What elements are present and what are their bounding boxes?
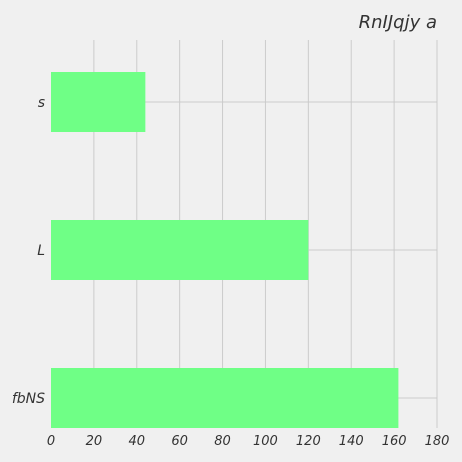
x-tick-label-140: 140	[339, 434, 364, 449]
chart-title: RnIJqjy a	[359, 12, 437, 33]
category-label-L: L	[37, 243, 45, 259]
x-tick-label-0: 0	[47, 434, 55, 449]
x-tick-label-180: 180	[425, 434, 450, 449]
x-axis-ticks: 0 20 40 60 80 100 120 140 160 180	[47, 434, 450, 449]
x-tick-label-80: 80	[214, 434, 231, 449]
category-label-fbNS: fbNS	[12, 391, 45, 407]
x-tick-label-20: 20	[86, 434, 103, 449]
bars	[51, 72, 399, 428]
x-tick-label-160: 160	[382, 434, 407, 449]
category-label-s: s	[38, 95, 45, 111]
x-tick-label-100: 100	[253, 434, 278, 449]
x-tick-label-40: 40	[129, 434, 146, 449]
x-tick-label-120: 120	[296, 434, 321, 449]
bar-L	[51, 220, 309, 280]
bar-fbNS	[51, 368, 399, 428]
bar-s	[51, 72, 146, 132]
x-tick-label-60: 60	[171, 434, 188, 449]
